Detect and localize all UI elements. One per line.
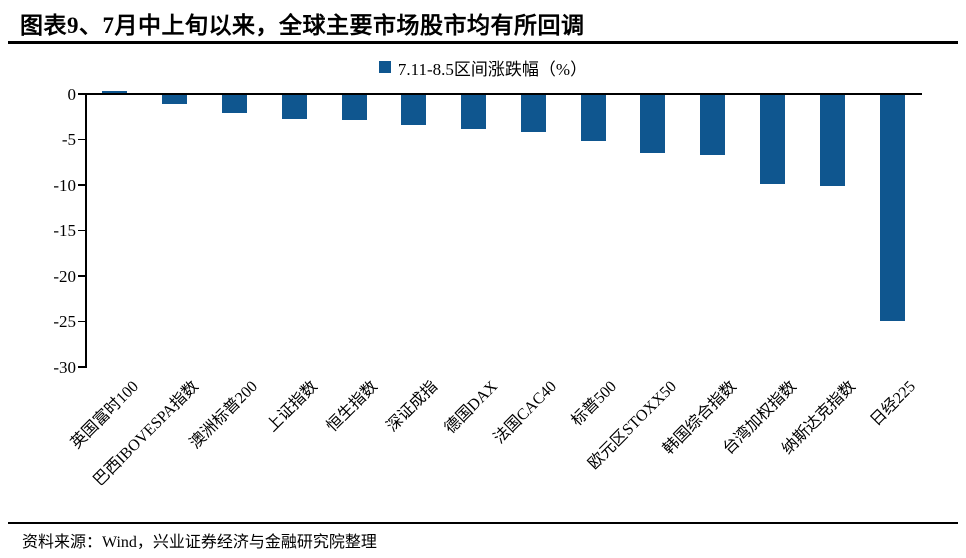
bar — [580, 94, 606, 142]
bar — [819, 94, 845, 186]
y-tick-label: -25 — [53, 312, 76, 331]
bar — [281, 94, 307, 119]
y-axis-tick — [78, 229, 85, 232]
bar — [700, 94, 726, 155]
title-rule — [8, 41, 958, 44]
y-axis-tick — [78, 184, 85, 186]
legend: 7.11-8.5区间涨跌幅（%） — [0, 57, 966, 79]
bar — [162, 94, 188, 104]
y-tick-label: -15 — [53, 221, 76, 240]
y-axis-tick — [78, 93, 85, 95]
y-axis-line — [85, 93, 87, 368]
source-rule — [8, 522, 958, 524]
y-axis-tick — [78, 366, 85, 368]
y-tick-label: -10 — [53, 175, 76, 195]
bar — [879, 94, 905, 321]
y-tick-label: -20 — [53, 266, 76, 286]
y-axis-tick — [78, 320, 85, 323]
y-tick-label: 0 — [67, 84, 77, 104]
chart-title: 图表9、7月中上旬以来，全球主要市场股市均有所回调 — [20, 13, 585, 38]
bar — [640, 94, 666, 154]
y-axis-tick — [78, 275, 85, 277]
bar — [102, 91, 128, 94]
source-note: 资料来源：Wind，兴业证券经济与金融研究院整理 — [22, 534, 377, 551]
y-axis-tick — [78, 138, 85, 141]
legend-label: 7.11-8.5区间涨跌幅（%） — [397, 59, 588, 79]
x-axis-line — [85, 93, 922, 95]
bar — [520, 94, 546, 133]
y-tick-label: -30 — [53, 357, 76, 377]
bar — [401, 94, 427, 125]
legend-marker-icon — [378, 61, 391, 73]
bar — [760, 94, 786, 185]
bar — [221, 94, 247, 114]
bar — [461, 94, 487, 130]
y-tick-label: -5 — [61, 130, 76, 149]
bar — [341, 94, 367, 121]
